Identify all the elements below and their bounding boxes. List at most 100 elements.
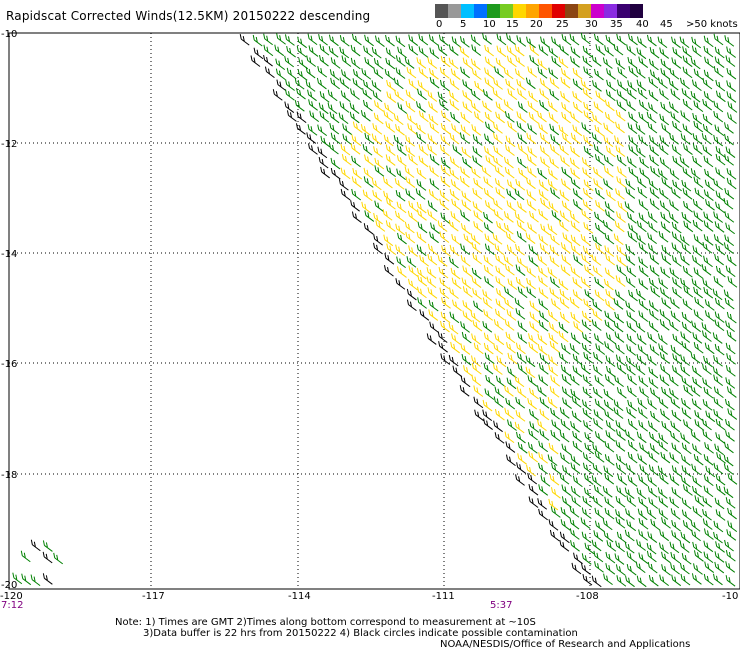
wind-barb (539, 99, 549, 112)
wind-barb (583, 110, 594, 122)
wind-barb (393, 113, 404, 125)
wind-barb (507, 120, 517, 133)
wind-barb (580, 517, 591, 529)
legend-tick-labels: 0 5 10 15 20 25 30 35 40 45 >50 knots (430, 19, 740, 31)
wind-barb (615, 275, 626, 287)
wind-barb (661, 244, 672, 257)
wind-barb (648, 309, 659, 321)
wind-barb (693, 176, 704, 189)
wind-barb (373, 100, 384, 112)
wind-barb (30, 539, 41, 552)
wind-barb (617, 79, 627, 92)
wind-barb (448, 44, 459, 56)
wind-barb (405, 231, 416, 244)
wind-barb (657, 487, 668, 499)
wind-barb (471, 267, 482, 280)
wind-barb (559, 143, 569, 156)
wind-barb (636, 79, 647, 92)
wind-barb (603, 388, 614, 401)
wind-barb (463, 233, 474, 246)
wind-barb (671, 409, 682, 422)
wind-barb (526, 36, 536, 49)
wind-barb (528, 428, 538, 441)
wind-barb (669, 388, 679, 400)
wind-barb (538, 320, 549, 332)
wind-barb (364, 210, 375, 222)
wind-barb (514, 421, 525, 434)
wind-barb (658, 231, 669, 243)
legend-label: 0 (436, 19, 443, 30)
wind-barb (626, 333, 637, 346)
wind-barb (594, 276, 605, 289)
wind-barb (658, 496, 669, 508)
wind-barb (440, 110, 451, 123)
wind-barb (459, 132, 470, 144)
wind-barb (416, 179, 427, 191)
wind-barb (560, 242, 571, 254)
wind-barb (692, 506, 703, 518)
wind-barb (605, 551, 616, 564)
wind-barb (726, 168, 737, 180)
wind-barb (448, 57, 459, 70)
wind-barb (605, 145, 616, 158)
wind-barb (669, 452, 680, 464)
wind-barb (591, 254, 602, 266)
wind-barb (613, 43, 624, 56)
wind-barb (562, 232, 573, 244)
wind-barb (615, 509, 625, 521)
wind-barb (307, 89, 317, 102)
wind-barb (517, 88, 527, 100)
wind-barb (484, 243, 495, 256)
wind-barb (427, 209, 437, 221)
wind-barb (494, 165, 505, 177)
wind-barb (624, 429, 635, 441)
wind-barb (427, 133, 438, 145)
wind-barb (701, 330, 712, 342)
wind-barb (650, 286, 661, 298)
wind-barb (483, 418, 493, 430)
wind-barb (592, 387, 603, 399)
wind-barb (449, 99, 460, 111)
wind-barb (548, 201, 559, 213)
wind-barb (550, 429, 561, 442)
wind-barb (713, 66, 724, 78)
wind-barb (515, 264, 526, 276)
wind-barb (649, 344, 660, 356)
wind-barb (658, 188, 669, 200)
wind-barb (715, 265, 726, 278)
wind-barb (470, 88, 481, 101)
wind-barb (328, 34, 339, 47)
wind-barb (595, 200, 605, 212)
wind-barb (671, 242, 682, 254)
wind-barb (690, 385, 701, 397)
wind-barb (462, 310, 473, 322)
wind-barb (605, 420, 616, 432)
wind-barb (705, 465, 716, 478)
wind-barb (573, 254, 583, 266)
wind-barb (669, 267, 680, 280)
wind-barb (636, 353, 647, 366)
wind-barb (452, 144, 463, 156)
wind-barb (647, 211, 658, 223)
wind-barb (615, 540, 625, 553)
wind-barb (592, 300, 603, 312)
wind-barb (680, 133, 691, 145)
wind-barb (605, 430, 616, 442)
wind-barb (628, 135, 639, 147)
wind-barb (395, 189, 406, 202)
wind-barb (626, 310, 637, 322)
wind-barb (669, 133, 679, 145)
wind-barb (715, 418, 726, 431)
wind-barb (460, 375, 471, 388)
wind-barb (506, 377, 517, 390)
wind-barb (604, 472, 615, 485)
wind-barb (669, 297, 680, 309)
wind-barb (441, 297, 451, 309)
wind-barb (428, 309, 439, 321)
wind-barb (449, 156, 460, 169)
wind-barb (514, 211, 525, 224)
wind-barb (649, 253, 660, 265)
wind-barb (591, 475, 602, 487)
wind-barb (482, 100, 492, 113)
